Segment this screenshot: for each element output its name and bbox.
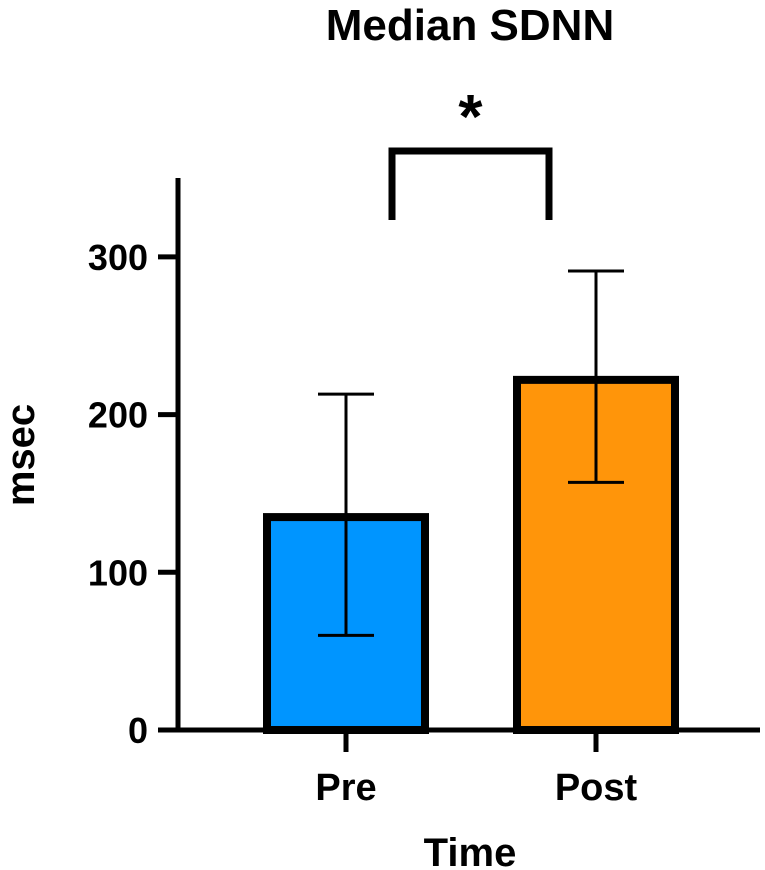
y-tick-label: 100 bbox=[88, 552, 148, 593]
significance-label: * bbox=[458, 83, 483, 152]
y-axis-label: msec bbox=[0, 404, 43, 506]
y-tick-label: 300 bbox=[88, 237, 148, 278]
significance-bracket bbox=[388, 147, 553, 220]
x-tick-label-pre: Pre bbox=[315, 767, 376, 809]
chart-title: Median SDNN bbox=[326, 1, 614, 50]
x-axis-label: Time bbox=[424, 831, 517, 870]
plot-area: 0 100 200 300 Pre Post * bbox=[88, 83, 760, 809]
y-tick-label: 0 bbox=[128, 710, 148, 751]
x-tick-label-post: Post bbox=[555, 767, 638, 809]
y-tick-label: 200 bbox=[88, 395, 148, 436]
